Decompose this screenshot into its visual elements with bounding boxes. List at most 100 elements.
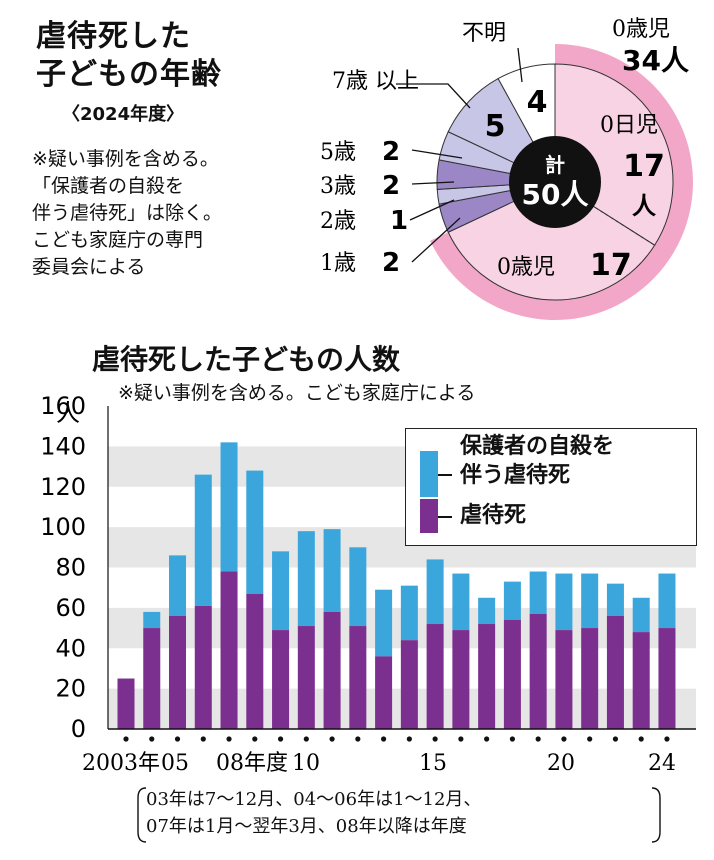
leader-age1: [411, 217, 461, 263]
bar-segment-suicide-related: [478, 597, 496, 625]
y-tick-label: 120: [40, 473, 86, 501]
period-note: 03年は7～12月、04～06年は1～12月、 07年は1月～翌年3月、08年以…: [146, 786, 481, 840]
bar-segment-suicide-related: [375, 589, 393, 657]
pie-slice-label-age0: 0歳児: [497, 255, 555, 280]
legend-swatch-abuse: [420, 499, 438, 533]
bar-segment-suicide-related: [169, 555, 187, 616]
bar-segment-abuse: [143, 628, 161, 729]
bar-segment-abuse: [169, 615, 187, 729]
y-tick-label: 100: [40, 513, 86, 541]
bar-segment-suicide-related: [555, 573, 573, 631]
bar-segment-suicide-related: [272, 551, 290, 631]
x-tick-dot: [458, 736, 464, 742]
legend-label-abuse: 虐待死: [460, 503, 527, 528]
pie-value-age5: 2: [382, 137, 400, 167]
bar-segment-abuse: [220, 571, 238, 729]
bar-segment-abuse: [272, 630, 290, 729]
pie-center-total: 50人: [522, 178, 589, 211]
pie-chart-notes: ※疑い事例を含める。 「保護者の自殺を 伴う虐待死」は除く。 こども家庭庁の専門…: [32, 146, 322, 281]
x-tick-label: 05: [161, 751, 189, 776]
x-tick-dot: [303, 736, 309, 742]
y-tick-label: 40: [55, 634, 86, 662]
bar-segment-suicide-related: [194, 474, 212, 606]
pie-slice-unit-day0: 人: [632, 192, 656, 220]
period-note-line: 03年は7～12月、04～06年は1～12月、: [146, 789, 482, 810]
bar-segment-abuse: [117, 678, 135, 729]
pie-value-age2: 1: [390, 206, 408, 236]
y-tick-label: 20: [55, 675, 86, 703]
x-tick-dot: [200, 736, 206, 742]
bar-segment-suicide-related: [400, 585, 418, 641]
x-tick-dot: [535, 736, 541, 742]
x-tick-label: 15: [419, 751, 447, 776]
pie-title-line1: 虐待死した: [36, 19, 191, 54]
pie-slice-value-age0: 17: [590, 248, 632, 283]
bar-segment-suicide-related: [658, 573, 676, 629]
pie-title-line2: 子どもの年齢: [36, 57, 222, 92]
y-tick-label: 140: [40, 432, 86, 460]
bar-segment-abuse: [323, 611, 341, 729]
bar-segment-suicide-related: [220, 442, 238, 572]
y-axis-ticks: 0 20 40 60 80 100 120 140 160: [40, 392, 109, 743]
bar-segment-abuse: [400, 640, 418, 729]
pie-slice-value-day0: 17: [623, 149, 665, 184]
legend-swatch-suicide-related: [420, 451, 438, 497]
x-tick-dot: [561, 736, 567, 742]
x-tick-dot: [509, 736, 515, 742]
pie-note-line: こども家庭庁の専門: [32, 229, 204, 251]
x-tick-dot: [484, 736, 490, 742]
bar-segment-suicide-related: [297, 531, 315, 627]
y-axis-unit: 人: [56, 399, 80, 427]
pie-value-age3: 2: [382, 171, 400, 201]
leader-age5: [411, 149, 463, 159]
pie-label-age2: 2歳: [320, 209, 356, 234]
x-tick-dot: [123, 736, 129, 742]
x-tick-label: 20: [547, 751, 575, 776]
bar-segment-suicide-related: [606, 583, 624, 616]
legend-tick: [438, 474, 452, 476]
pie-slice-value-7plus: 5: [485, 109, 506, 144]
bar-segment-abuse: [246, 593, 264, 729]
y-tick-label: 160: [40, 392, 86, 420]
x-tick-dot: [664, 736, 670, 742]
pie-chart-title: 虐待死した 子どもの年齢: [36, 18, 222, 94]
bar-chart-note: ※疑い事例を含める。こども家庭庁による: [118, 382, 476, 404]
pie-note-line: 伴う虐待死」は除く。: [32, 202, 223, 224]
leader-age2: [409, 199, 455, 221]
x-tick-dot: [612, 736, 619, 742]
bar-segment-abuse: [503, 619, 521, 729]
x-tick-dot: [329, 736, 335, 742]
bar-segment-abuse: [452, 630, 470, 729]
x-tick-label: 10: [292, 751, 320, 776]
bar-segment-abuse: [478, 624, 496, 729]
bar-segment-suicide-related: [581, 573, 599, 629]
pie-label-age1: 1歳: [320, 251, 356, 276]
bar-segment-suicide-related: [452, 573, 470, 631]
bar-segment-abuse: [349, 626, 367, 729]
pie-leader-lines: [396, 47, 523, 263]
pie-center-label: 計: [545, 153, 565, 177]
bar-segment-suicide-related: [426, 559, 444, 625]
y-tick-label: 60: [55, 594, 86, 622]
pie-center-circle: [509, 136, 601, 228]
x-tick-dot: [149, 736, 155, 742]
x-tick-dot: [432, 736, 438, 742]
bar-segment-abuse: [658, 628, 676, 729]
pie-label-7plus: 7歳 以上: [332, 69, 419, 94]
pie-chart: 計 50人 0日児 17 人 0歳児 17 5 4 不明 7歳 以上 5歳 2 …: [320, 17, 693, 320]
bar-chart-title: 虐待死した子どもの人数: [92, 343, 401, 376]
x-tick-dot: [587, 736, 593, 742]
pie-label-age5: 5歳: [320, 140, 356, 165]
bar-segment-suicide-related: [503, 581, 521, 620]
bar-segment-abuse: [194, 605, 212, 729]
bar-segment-suicide-related: [349, 547, 367, 627]
bar-segment-suicide-related: [246, 470, 264, 594]
leader-7plus: [396, 83, 471, 109]
pie-note-line: 委員会による: [32, 256, 146, 278]
x-tick-dot: [174, 736, 181, 742]
pie-label-unknown: 不明: [462, 21, 506, 46]
pie-note-line: 「保護者の自殺を: [32, 175, 185, 197]
bar-segment-suicide-related: [323, 529, 341, 612]
x-tick-label: 2003年: [82, 751, 160, 776]
